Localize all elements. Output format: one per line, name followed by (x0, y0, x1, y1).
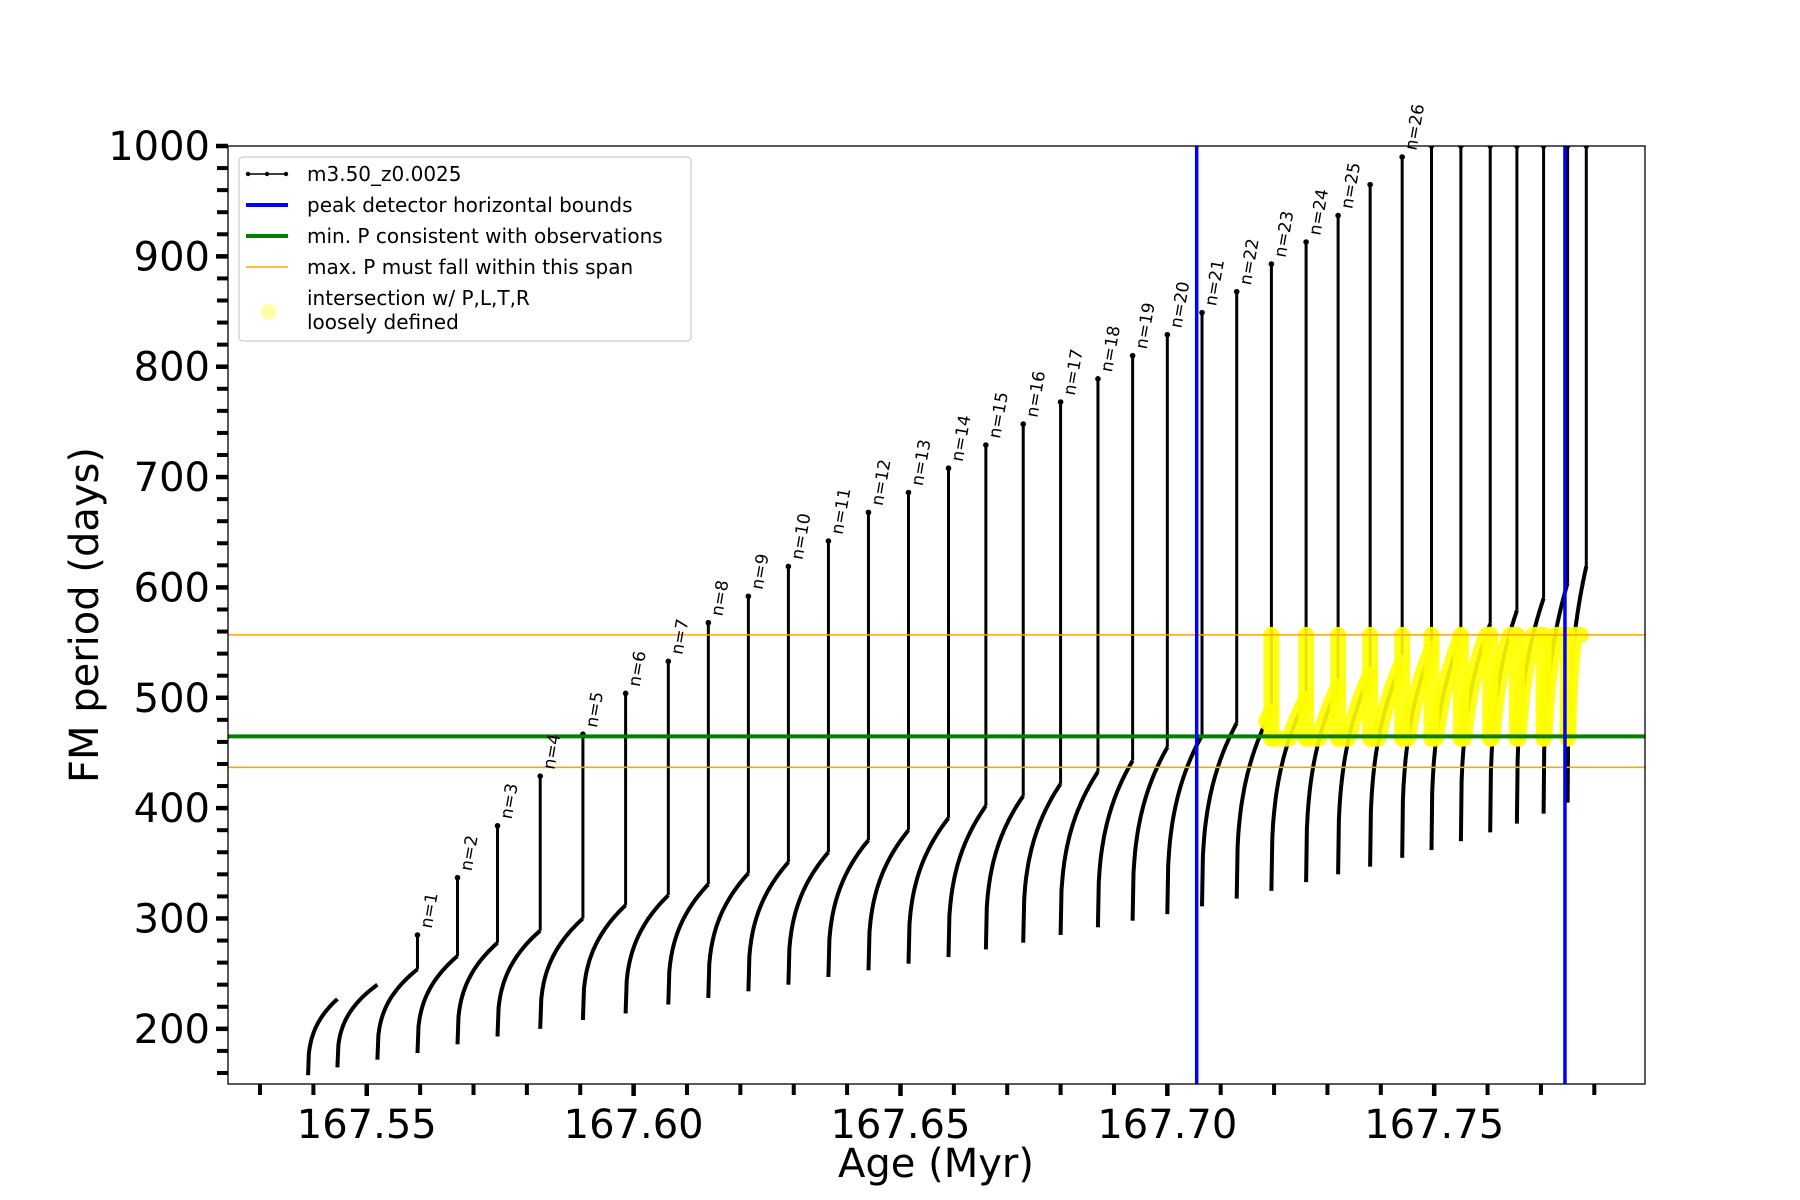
pulse-peak-point (745, 593, 752, 600)
x-tick-label: 167.55 (297, 1102, 437, 1148)
y-axis-label: FM period (days) (62, 447, 108, 783)
plot-frame (227, 145, 1646, 1085)
pulse-peak-point (1020, 421, 1027, 427)
pulse-peak-point (1095, 376, 1101, 382)
x-tick-label: 167.65 (830, 1102, 970, 1148)
pulse-peak-point (705, 619, 712, 626)
pulse-peak-point (1399, 154, 1405, 160)
y-tick-label: 1000 (108, 124, 210, 170)
legend-label-intersection-line2: loosely defined (307, 310, 459, 334)
y-tick-label: 200 (134, 1007, 210, 1053)
series-track-segment (306, 997, 339, 1076)
pulse-peak-point (1428, 146, 1435, 149)
pulse-peak-point (1367, 181, 1373, 188)
series-track-segment (1021, 782, 1063, 943)
legend-label-intersection: intersection w/ P,L,T,R (307, 286, 530, 310)
pulse-peak-point (785, 563, 792, 570)
pulse-peak-point (1540, 146, 1547, 149)
pulse-peak-point (983, 442, 989, 448)
legend-label: peak detector horizontal bounds (307, 193, 633, 217)
legend-swatch-marker (245, 171, 251, 177)
pulse-peak-point (494, 822, 501, 829)
legend-box (238, 156, 692, 342)
series-track-segment (455, 941, 499, 1045)
y-tick-label: 400 (134, 786, 210, 832)
series-track-segment (415, 954, 459, 1054)
y-tick-label: 300 (134, 896, 210, 942)
legend-swatch-marker (264, 171, 270, 177)
pulse-peak-point (1514, 146, 1520, 149)
series-track-segment (786, 850, 830, 985)
pulse-peak-point (1057, 399, 1064, 405)
pulse-peak-point (414, 932, 421, 938)
series-track-segment (866, 828, 911, 971)
y-tick-label: 500 (134, 676, 210, 722)
y-tick-label: 800 (134, 345, 210, 391)
plot-area (228, 146, 1645, 1084)
series-track-segment (666, 882, 710, 1005)
pulse-peak-point (622, 690, 629, 697)
x-tick-label: 167.70 (1097, 1102, 1237, 1148)
series-track-segment (1095, 759, 1135, 928)
series-track-segment (746, 860, 790, 992)
pulse-peak-point (665, 658, 672, 665)
pulse-peak-point (825, 538, 832, 544)
series-track-segment (946, 804, 988, 958)
series-track-segment (1130, 746, 1170, 921)
y-tick-label: 900 (134, 234, 210, 280)
pulse-peak-point (1583, 146, 1590, 149)
pulse-peak-point (1303, 239, 1309, 245)
series-track-segment (706, 871, 750, 998)
pulse-peak-point (1335, 212, 1341, 219)
series-track-segment (580, 903, 627, 1021)
pulse-peak-point (537, 773, 544, 779)
pulse-peak-point (1458, 146, 1464, 149)
x-axis-label: Age (Myr) (838, 1141, 1034, 1187)
legend-swatch-marker (283, 171, 289, 177)
series-track-segment (826, 838, 871, 978)
legend-label: m3.50_z0.0025 (307, 162, 462, 186)
pulse-peak-point (1199, 309, 1205, 316)
series-track-segment (906, 816, 951, 964)
pulse-peak-point (1164, 331, 1171, 338)
series-track-segment (538, 916, 585, 1029)
pulse-peak-point (1129, 352, 1136, 359)
legend-label: min. P consistent with observations (307, 224, 663, 248)
legend-label: max. P must fall within this span (307, 255, 633, 279)
pulse-peak-point (1268, 261, 1275, 267)
series-track-segment (335, 983, 379, 1068)
x-tick-label: 167.60 (564, 1102, 704, 1148)
axes: n=1n=2n=3n=4n=5n=6n=7n=8n=9n=10n=11n=12 n… (108, 102, 1597, 1148)
legend-swatch-intersection (261, 304, 277, 320)
pulse-peak-point (865, 509, 872, 516)
pulse-peak-point (454, 874, 461, 881)
series-track-segment (623, 893, 670, 1014)
pulse-peak-point (1233, 288, 1240, 295)
pulse-peak-point (1487, 146, 1494, 149)
series-track-segment (375, 967, 419, 1060)
y-tick-label: 700 (134, 455, 210, 501)
series-track-segment (983, 794, 1025, 950)
x-tick-label: 167.75 (1364, 1102, 1504, 1148)
series-track-segment (1058, 770, 1100, 936)
series-track-segment (495, 929, 542, 1037)
pulse-peak-point (905, 489, 912, 496)
y-tick-label: 600 (134, 565, 210, 611)
pulse-peak-point (945, 465, 952, 472)
